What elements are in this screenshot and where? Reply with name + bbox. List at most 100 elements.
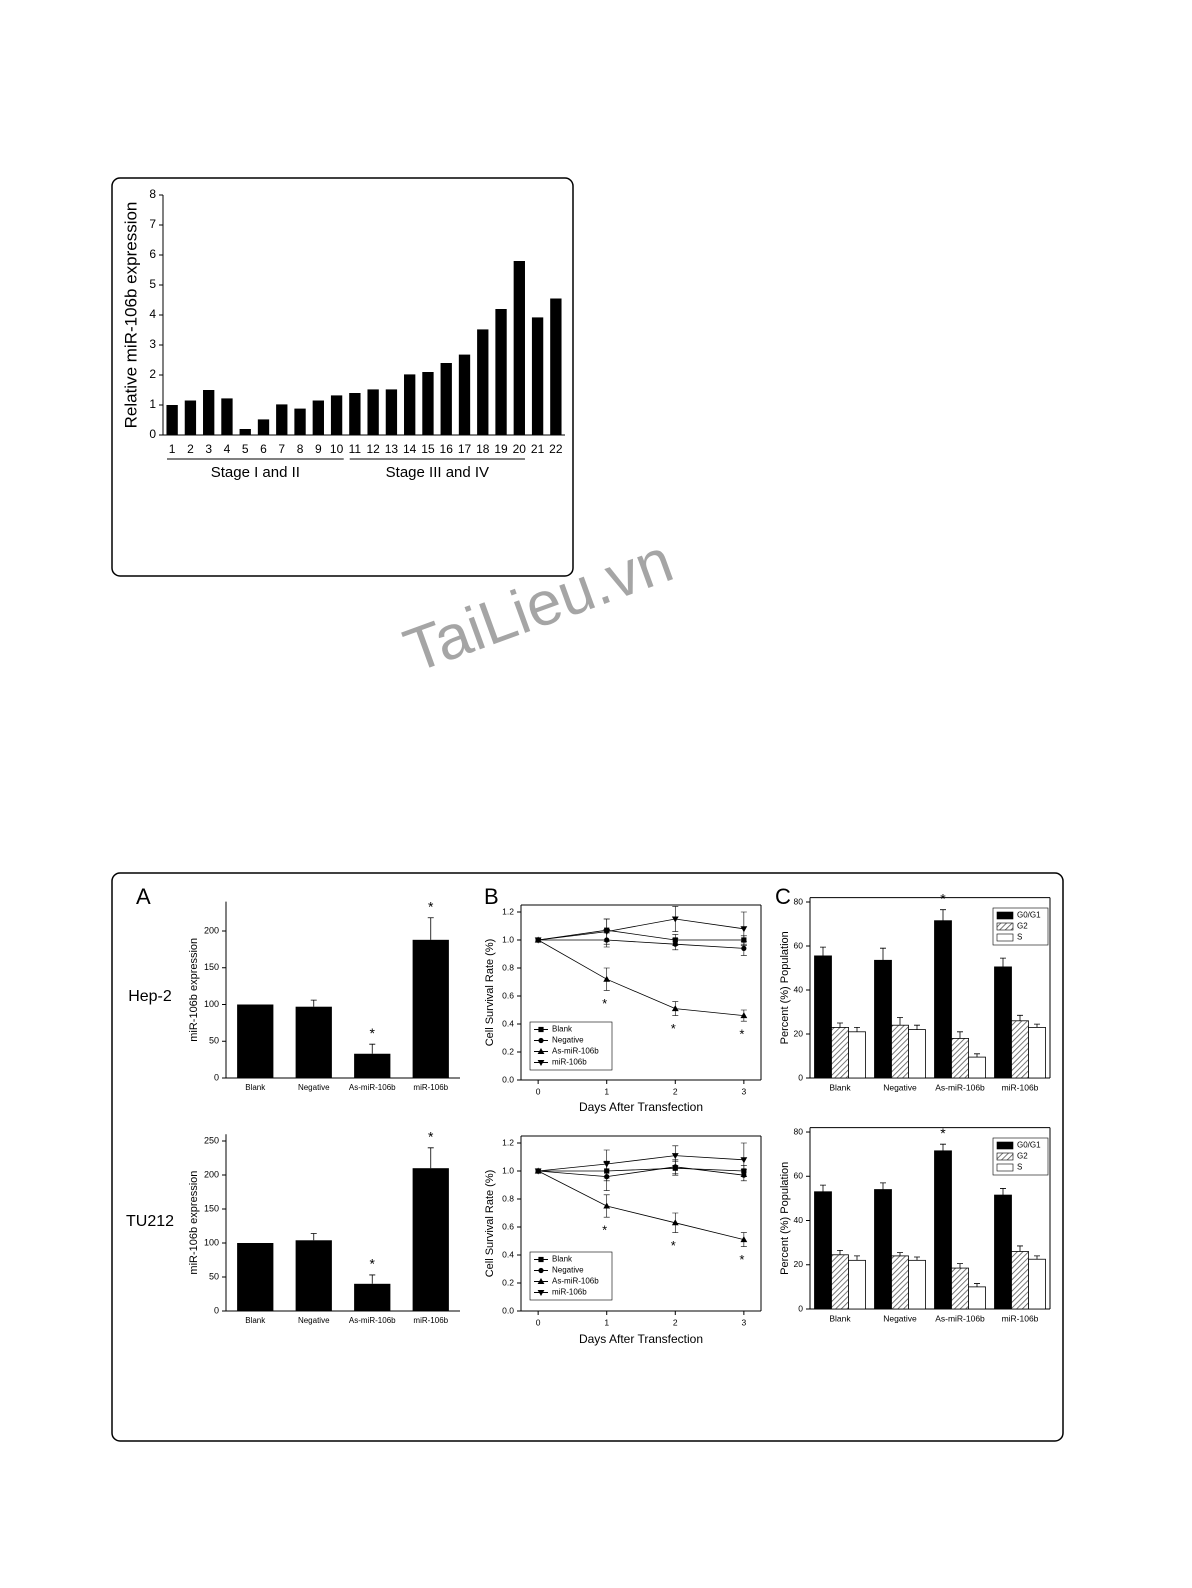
- x-tick-label: 17: [458, 442, 472, 456]
- error-bar: [974, 1283, 980, 1287]
- bar: [994, 966, 1012, 1079]
- legend-swatch: [996, 1163, 1014, 1172]
- x-tick-label: 3: [741, 1086, 746, 1096]
- y-tick-label: 0.2: [502, 1277, 514, 1287]
- bar: [458, 354, 471, 435]
- y-tick-label: 0.0: [502, 1074, 514, 1084]
- bar: [412, 1168, 449, 1311]
- significance-mark: *: [940, 1125, 946, 1141]
- y-axis-label: Percent (%) Population: [779, 931, 791, 1044]
- x-tick-label: 10: [330, 442, 344, 456]
- error-bar: [837, 1249, 843, 1255]
- series-line: [538, 1155, 744, 1172]
- bar: [221, 398, 233, 435]
- legend-label: miR-106b: [552, 1288, 587, 1297]
- significance-mark: *: [370, 1025, 376, 1041]
- y-tick-label: 6: [149, 247, 156, 261]
- x-tick-label: 18: [476, 442, 490, 456]
- significance-mark: *: [940, 890, 946, 906]
- y-tick-label: 0.8: [502, 962, 514, 972]
- bar: [968, 1286, 986, 1310]
- legend-label: Negative: [552, 1036, 584, 1045]
- error-bar: [1034, 1023, 1040, 1028]
- y-tick-label: 1: [149, 397, 156, 411]
- error-bar: [837, 1022, 843, 1028]
- bar: [1011, 1020, 1029, 1079]
- y-tick-label: 0.8: [502, 1193, 514, 1203]
- legend-label: As-miR-106b: [552, 1277, 599, 1286]
- bar: [422, 372, 434, 435]
- x-tick-label: Negative: [883, 1313, 917, 1323]
- marker: [538, 1037, 544, 1044]
- bar: [295, 1240, 332, 1311]
- bar: [874, 1189, 892, 1310]
- y-axis-label: Cell Survival Rate (%): [484, 939, 496, 1047]
- panel-label: C: [775, 884, 791, 909]
- bar: [934, 1150, 952, 1310]
- y-tick-label: 40: [794, 984, 804, 994]
- panel-label: A: [136, 884, 151, 909]
- legend-label: Blank: [552, 1025, 573, 1034]
- bar: [295, 1006, 332, 1078]
- series-line: [538, 1166, 744, 1178]
- legend-label: S: [1017, 1163, 1022, 1172]
- y-axis-label: miR-106b expression: [188, 1171, 200, 1275]
- x-tick-label: Blank: [829, 1082, 851, 1092]
- marker: [603, 1161, 611, 1168]
- bar: [184, 400, 197, 435]
- legend-label: Negative: [552, 1266, 584, 1275]
- y-tick-label: 20: [794, 1028, 804, 1038]
- bar: [385, 389, 398, 435]
- error-bar: [914, 1256, 920, 1261]
- bar: [513, 261, 525, 435]
- series-line: [538, 939, 744, 949]
- y-tick-label: 60: [794, 940, 804, 950]
- bar: [237, 1243, 274, 1311]
- error-bar: [820, 946, 826, 956]
- x-tick-label: 21: [531, 442, 545, 456]
- y-axis-label: Percent (%) Population: [779, 1162, 791, 1275]
- y-tick-label: 0.4: [502, 1249, 514, 1259]
- legend-label: G0/G1: [1017, 1141, 1041, 1150]
- y-tick-label: 1.2: [502, 906, 514, 916]
- bar: [203, 390, 215, 435]
- x-tick-label: 1: [169, 442, 176, 456]
- marker: [740, 1157, 748, 1164]
- marker: [740, 926, 748, 933]
- error-bar: [369, 1043, 376, 1054]
- y-tick-label: 250: [204, 1135, 219, 1145]
- significance-mark: *: [739, 1252, 744, 1267]
- x-tick-label: 3: [205, 442, 212, 456]
- error-bar: [880, 947, 886, 961]
- x-tick-label: 1: [604, 1086, 609, 1096]
- x-tick-label: 2: [187, 442, 194, 456]
- bar: [354, 1283, 391, 1311]
- bar: [239, 429, 251, 435]
- row-label: TU212: [126, 1213, 174, 1230]
- y-tick-label: 60: [794, 1171, 804, 1181]
- bar: [951, 1267, 969, 1310]
- y-tick-label: 100: [204, 1237, 219, 1247]
- x-tick-label: 1: [604, 1317, 609, 1327]
- series-line: [538, 1167, 744, 1172]
- series-line: [537, 1170, 744, 1240]
- bar: [994, 1194, 1012, 1310]
- significance-mark: *: [428, 898, 434, 914]
- x-tick-label: miR-106b: [413, 1083, 448, 1092]
- x-tick-label: 5: [242, 442, 249, 456]
- x-tick-label: Blank: [245, 1316, 266, 1325]
- y-tick-label: 50: [209, 1036, 219, 1046]
- significance-mark: *: [428, 1129, 434, 1145]
- significance-mark: *: [602, 1223, 607, 1238]
- x-tick-label: 9: [315, 442, 322, 456]
- marker: [603, 929, 611, 936]
- bar: [440, 363, 452, 435]
- marker: [671, 1005, 679, 1012]
- y-tick-label: 0: [214, 1072, 219, 1082]
- x-tick-label: miR-106b: [1002, 1313, 1039, 1323]
- x-tick-label: 16: [440, 442, 454, 456]
- x-tick-label: 13: [385, 442, 399, 456]
- bar: [477, 329, 489, 435]
- bar: [831, 1027, 849, 1079]
